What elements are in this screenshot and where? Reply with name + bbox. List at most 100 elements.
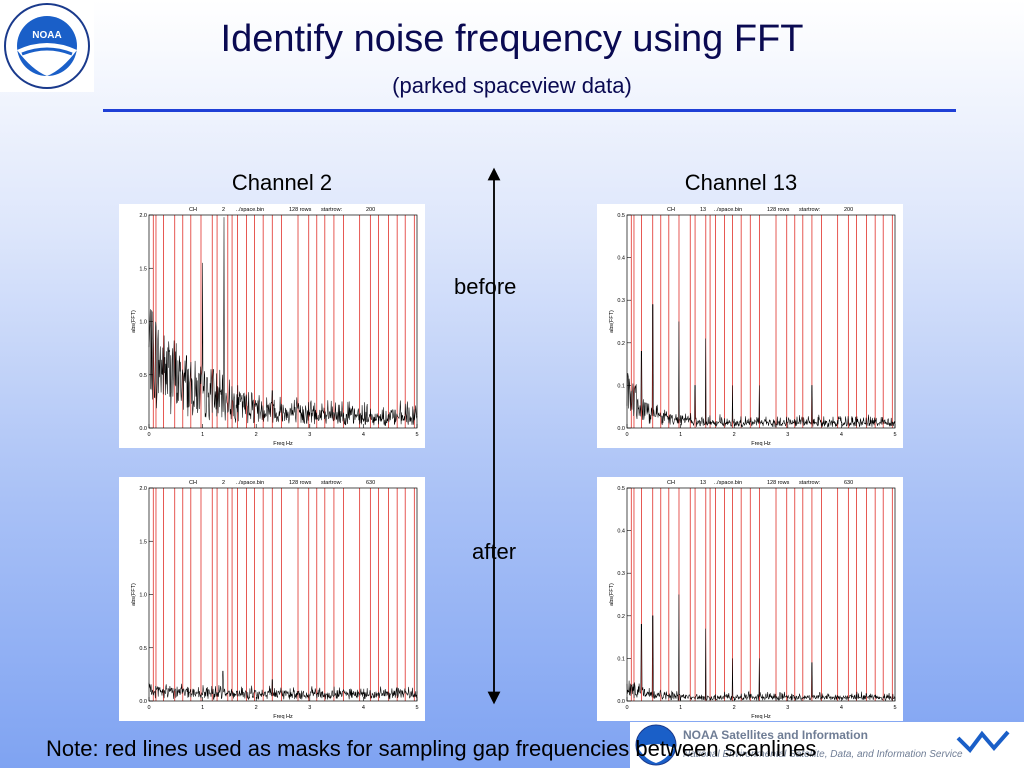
- y-tick-label: 0.1: [617, 656, 625, 662]
- y-axis-label: abs(FFT): [609, 583, 615, 606]
- x-tick-label: 1: [679, 432, 682, 438]
- chart-header-text: ../space.bin: [236, 480, 264, 486]
- chart-header-text: 200: [844, 207, 853, 213]
- y-tick-label: 0.0: [617, 699, 625, 705]
- plot-frame: [148, 487, 418, 702]
- y-tick-label: 0.5: [139, 373, 147, 379]
- x-tick-label: 3: [786, 705, 789, 711]
- x-tick-label: 0: [147, 432, 150, 438]
- chart-header-text: startrow:: [799, 207, 821, 213]
- y-tick-label: 1.0: [139, 320, 147, 326]
- x-tick-label: 3: [308, 432, 311, 438]
- x-tick-label: 4: [840, 432, 843, 438]
- y-tick-label: 0.1: [617, 383, 625, 389]
- after-label: after: [472, 539, 517, 564]
- chart-header-text: 2: [222, 480, 225, 486]
- x-tick-label: 4: [362, 432, 365, 438]
- x-tick-label: 1: [201, 432, 204, 438]
- chart-header-text: ../space.bin: [714, 207, 742, 213]
- chart-header-text: 128 rows: [767, 480, 790, 486]
- x-tick-label: 3: [786, 432, 789, 438]
- footer-noaa-seal-icon: [635, 724, 677, 766]
- chart-header-text: 630: [844, 480, 853, 486]
- chart-header-text: ../space.bin: [714, 480, 742, 486]
- footer-noaa-banner: [630, 722, 1024, 768]
- x-tick-label: 5: [893, 432, 896, 438]
- fft-plot-ch13-after: CH 13 ../space.bin 128 rows startrow: 630 0 1 2 3…: [597, 477, 903, 721]
- chart-header-text: startrow:: [321, 207, 343, 213]
- x-tick-label: 2: [255, 705, 258, 711]
- x-tick-label: 3: [308, 705, 311, 711]
- footnote: Note: red lines used as masks for sampli…: [46, 736, 817, 761]
- slide-title: Identify noise frequency using FFT: [220, 18, 804, 60]
- before-label: before: [454, 274, 517, 299]
- y-tick-label: 1.0: [139, 593, 147, 599]
- spectrum-series: [626, 304, 896, 428]
- logo-text: NOAA: [32, 30, 61, 41]
- y-tick-label: 0.5: [139, 646, 147, 652]
- before-after-arrow: [487, 167, 501, 705]
- y-tick-label: 2.0: [139, 213, 147, 219]
- x-tick-label: 5: [893, 705, 896, 711]
- y-tick-label: 0.2: [617, 341, 625, 347]
- footer-title: NOAA Satellites and Information: [683, 728, 868, 742]
- y-tick-label: 1.5: [139, 539, 147, 545]
- chart-header-text: CH: [189, 207, 197, 213]
- y-tick-label: 0.0: [617, 426, 625, 432]
- chart-header-text: 630: [366, 480, 375, 486]
- x-tick-label: 4: [362, 705, 365, 711]
- slide-subtitle: (parked spaceview data): [392, 73, 632, 98]
- chart-header-text: startrow:: [799, 480, 821, 486]
- x-tick-label: 2: [733, 705, 736, 711]
- x-tick-label: 0: [625, 705, 628, 711]
- chart-header-text: CH: [667, 480, 675, 486]
- x-axis-label: Freq Hz: [273, 714, 293, 720]
- y-tick-label: 0.2: [617, 614, 625, 620]
- x-tick-label: 1: [679, 705, 682, 711]
- y-tick-label: 2.0: [139, 486, 147, 492]
- channel-13-label: Channel 13: [684, 170, 798, 195]
- y-tick-label: 0.0: [139, 699, 147, 705]
- footer-wave-icon: [956, 730, 1010, 754]
- y-tick-label: 0.3: [617, 571, 625, 577]
- plot-frame: [626, 214, 896, 429]
- chart-header-text: 2: [222, 207, 225, 213]
- chart-header-text: 13: [700, 207, 706, 213]
- chart-header-text: ../space.bin: [236, 207, 264, 213]
- chart-header-text: CH: [189, 480, 197, 486]
- fft-plot-ch13-before: CH 13 ../space.bin 128 rows startrow: 200 0 1 2 3…: [597, 204, 903, 448]
- x-axis-label: Freq Hz: [751, 714, 771, 720]
- fft-plot-ch2-before: CH 2 ../space.bin 128 rows startrow: 200 0 1 2 3 4…: [119, 204, 425, 448]
- plot-frame: [626, 487, 896, 702]
- y-tick-label: 0.0: [139, 426, 147, 432]
- chart-header-text: 13: [700, 480, 706, 486]
- chart-header-text: CH: [667, 207, 675, 213]
- y-tick-label: 0.4: [617, 256, 625, 262]
- chart-header-text: 200: [366, 207, 375, 213]
- x-tick-label: 0: [625, 432, 628, 438]
- footer-subtitle: National Environmental Satellite, Data, …: [683, 749, 963, 760]
- spectrum-series: [626, 594, 896, 702]
- chart-header-text: 128 rows: [289, 207, 312, 213]
- x-tick-label: 4: [840, 705, 843, 711]
- y-tick-label: 0.5: [617, 486, 625, 492]
- y-axis-label: abs(FFT): [131, 310, 137, 333]
- x-tick-label: 1: [201, 705, 204, 711]
- channel-2-label: Channel 2: [231, 170, 333, 195]
- x-tick-label: 5: [415, 432, 418, 438]
- spectrum-series: [148, 670, 418, 701]
- spectrum-series: [148, 217, 418, 427]
- chart-header-text: 128 rows: [767, 207, 790, 213]
- y-tick-label: 0.5: [617, 213, 625, 219]
- x-tick-label: 2: [733, 432, 736, 438]
- chart-header-text: startrow:: [321, 480, 343, 486]
- y-tick-label: 0.4: [617, 529, 625, 535]
- title-divider: [103, 109, 956, 112]
- y-tick-label: 0.3: [617, 298, 625, 304]
- y-axis-label: abs(FFT): [131, 583, 137, 606]
- chart-header-text: 128 rows: [289, 480, 312, 486]
- x-tick-label: 5: [415, 705, 418, 711]
- fft-plot-ch2-after: CH 2 ../space.bin 128 rows startrow: 630 0 1 2 3 4…: [119, 477, 425, 721]
- y-axis-label: abs(FFT): [609, 310, 615, 333]
- x-tick-label: 2: [255, 432, 258, 438]
